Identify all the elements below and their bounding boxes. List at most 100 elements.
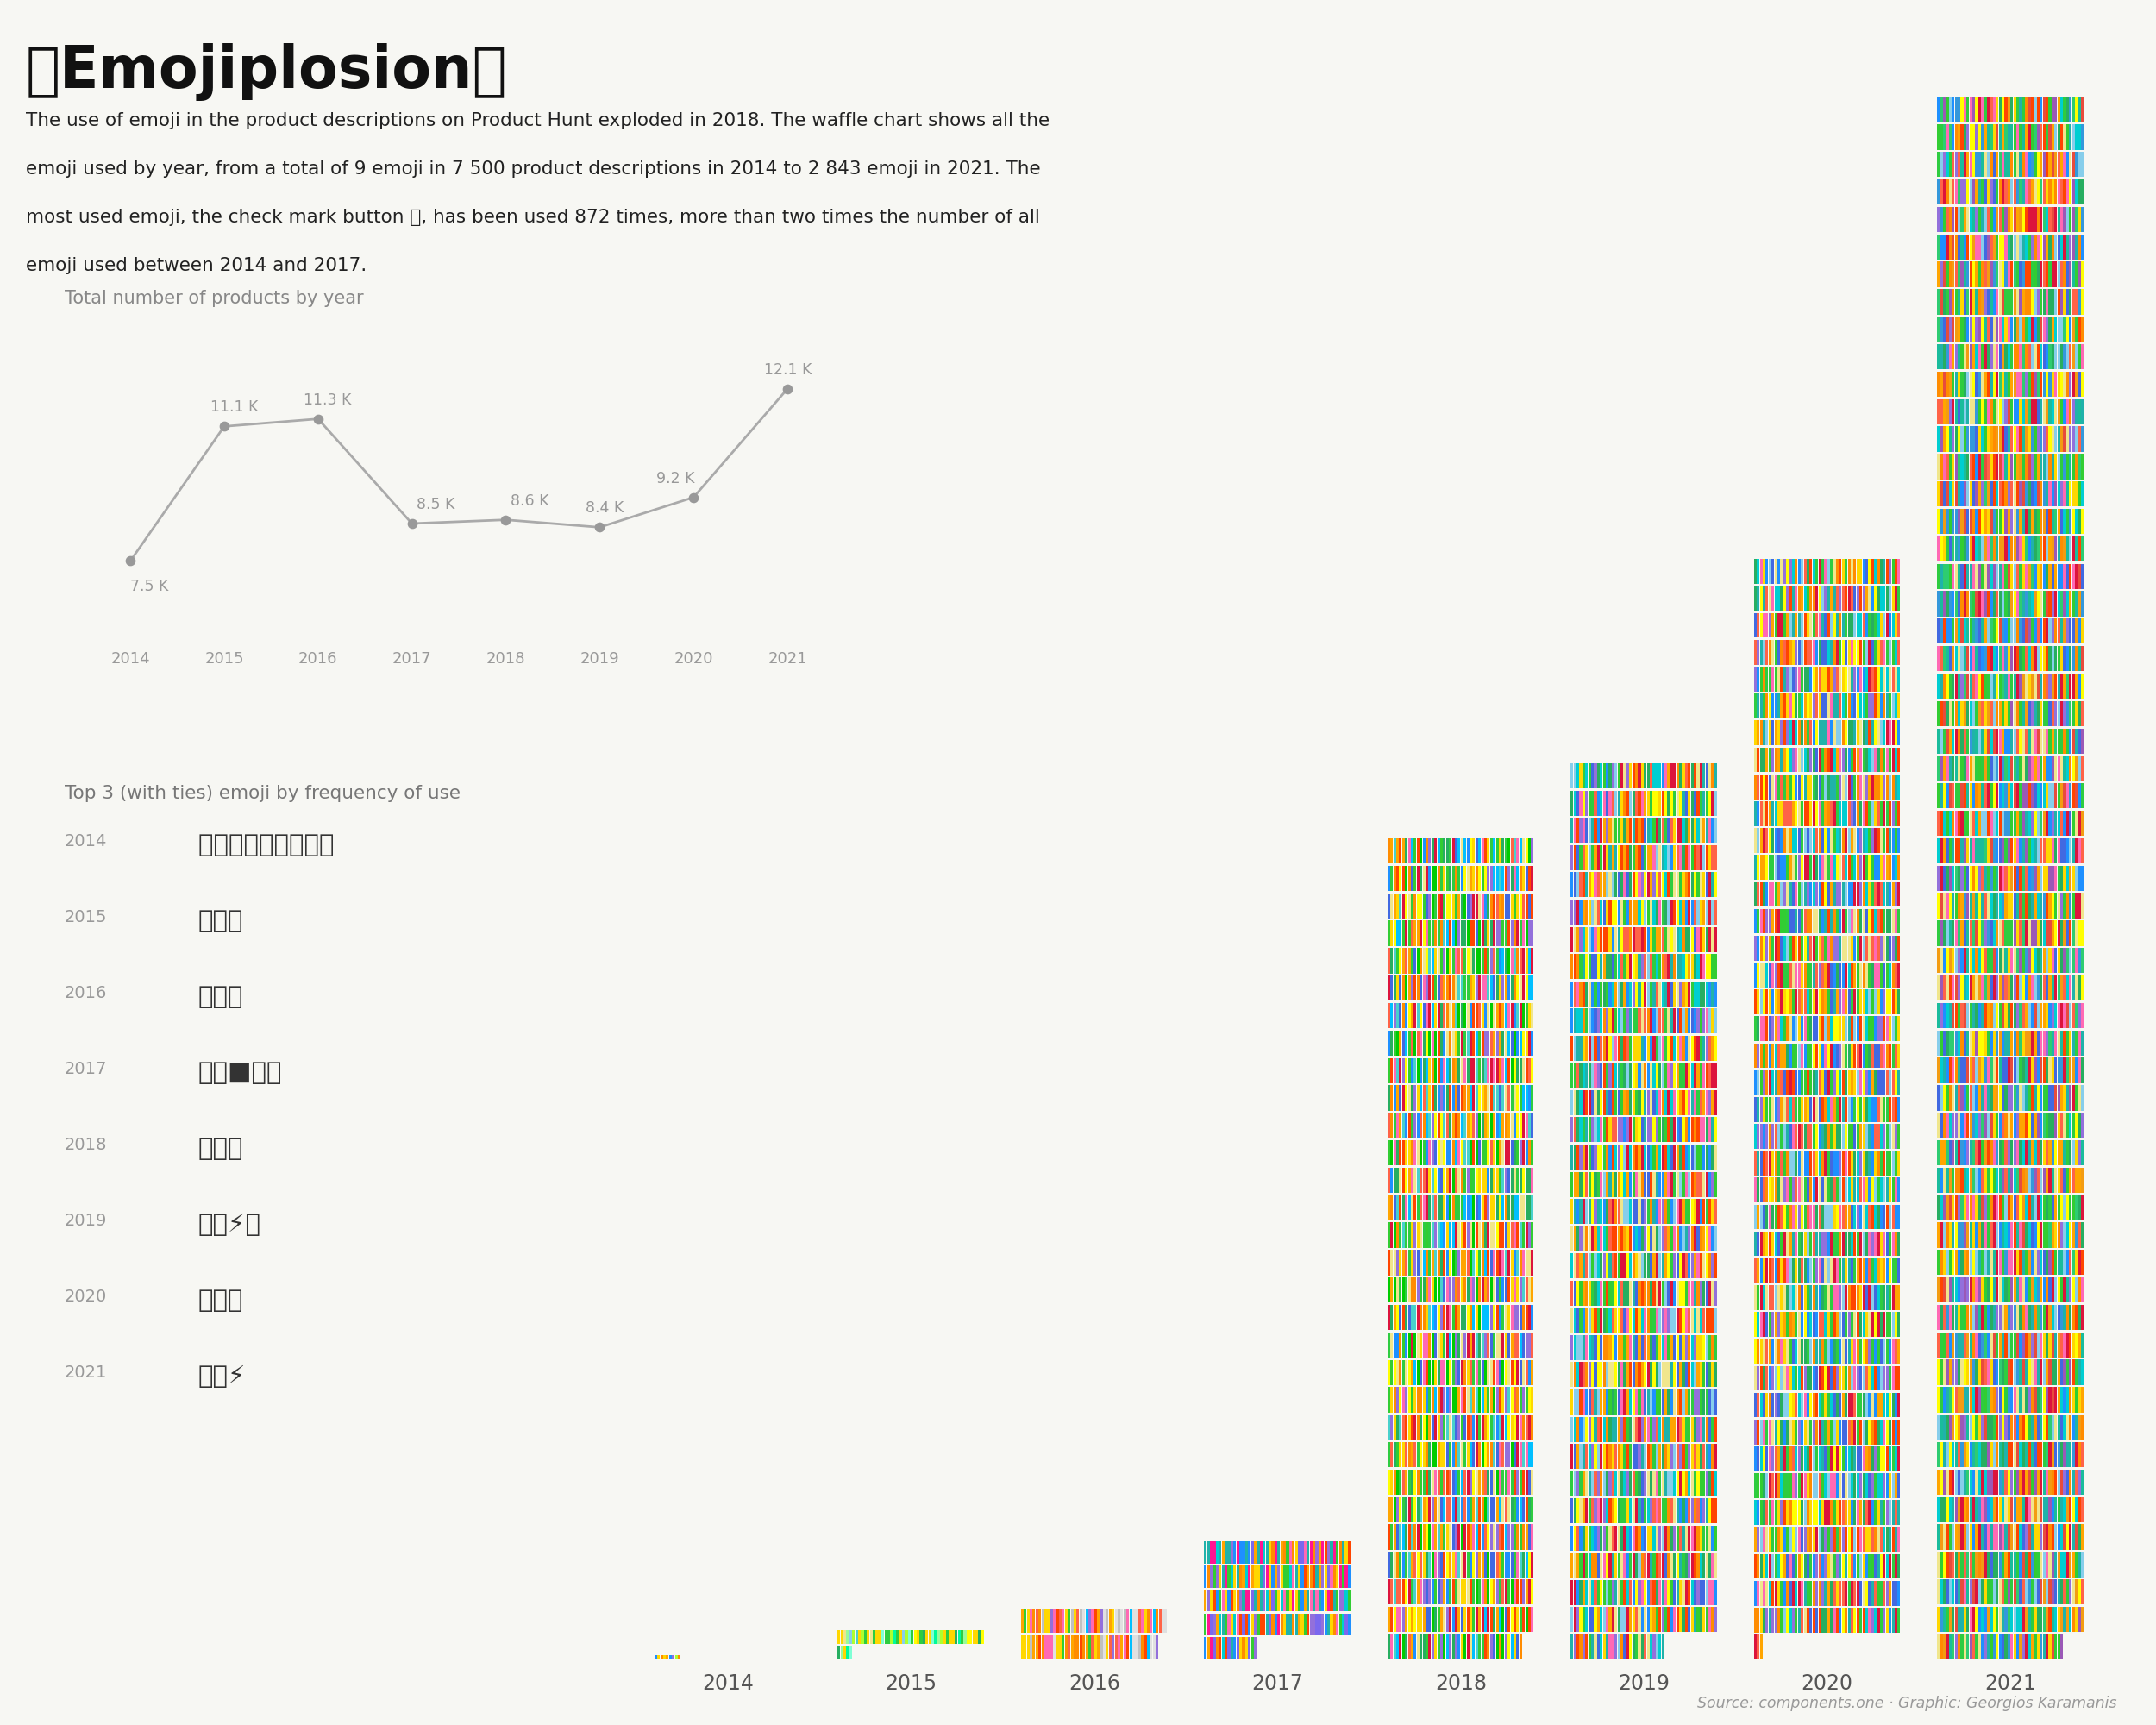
Bar: [1507, 1525, 1511, 1549]
Bar: [1490, 894, 1492, 918]
Bar: [1649, 1580, 1651, 1604]
Bar: [1479, 1442, 1481, 1468]
Bar: [1764, 640, 1766, 664]
Bar: [1263, 1613, 1266, 1635]
Bar: [1958, 975, 1960, 1000]
Bar: [2081, 647, 2083, 671]
Bar: [1854, 990, 1856, 1014]
Bar: [1589, 1634, 1591, 1659]
Bar: [1815, 1178, 1818, 1202]
Bar: [1990, 1113, 1992, 1138]
Bar: [1479, 1497, 1481, 1521]
Bar: [1992, 866, 1996, 890]
Bar: [1606, 1608, 1608, 1632]
Bar: [1940, 317, 1943, 342]
Bar: [1975, 647, 1977, 671]
Bar: [1391, 1442, 1393, 1468]
Bar: [1966, 1278, 1968, 1302]
Bar: [1856, 1501, 1858, 1525]
Bar: [1496, 1113, 1498, 1138]
Bar: [1524, 949, 1529, 973]
Bar: [1621, 1171, 1623, 1197]
Bar: [1056, 1608, 1059, 1634]
Bar: [2042, 1140, 2046, 1166]
Bar: [1984, 756, 1988, 781]
Bar: [2081, 728, 2083, 754]
Bar: [1593, 1308, 1598, 1333]
Bar: [1695, 1063, 1697, 1088]
Bar: [1874, 828, 1878, 852]
Bar: [1503, 1304, 1505, 1330]
Bar: [1529, 1442, 1531, 1468]
Bar: [1960, 1332, 1964, 1358]
Bar: [1388, 921, 1391, 945]
Bar: [856, 1630, 858, 1644]
Bar: [1397, 1497, 1399, 1521]
Bar: [1951, 235, 1955, 259]
Bar: [1451, 1251, 1455, 1275]
Bar: [1488, 1634, 1490, 1659]
Bar: [1805, 1527, 1807, 1552]
Bar: [1955, 1140, 1958, 1166]
Text: ✅🚀🔥: ✅🚀🔥: [198, 1137, 244, 1161]
Bar: [1662, 1389, 1664, 1414]
Bar: [1048, 1635, 1050, 1659]
Bar: [1613, 926, 1615, 952]
Bar: [1880, 1125, 1882, 1149]
Bar: [1818, 1178, 1822, 1202]
Bar: [2022, 343, 2024, 369]
Bar: [1505, 838, 1507, 864]
Bar: [1979, 811, 1981, 837]
Bar: [1531, 1304, 1533, 1330]
Bar: [2001, 290, 2005, 314]
Bar: [1529, 1497, 1531, 1521]
Bar: [1259, 1613, 1263, 1635]
Bar: [1966, 1580, 1968, 1604]
Bar: [1712, 1171, 1714, 1197]
Bar: [1623, 1199, 1626, 1225]
Bar: [1850, 640, 1854, 664]
Bar: [1410, 866, 1414, 892]
Bar: [2081, 1085, 2083, 1111]
Bar: [1414, 1168, 1416, 1194]
Bar: [1662, 790, 1664, 816]
Bar: [1496, 1332, 1498, 1358]
Bar: [2070, 426, 2072, 452]
Bar: [1688, 790, 1690, 816]
Bar: [2063, 1442, 2065, 1468]
Bar: [1958, 1442, 1960, 1468]
Bar: [1608, 1363, 1611, 1387]
Bar: [1973, 124, 1975, 150]
Bar: [1345, 1542, 1348, 1563]
Bar: [2014, 290, 2016, 314]
Bar: [1960, 1223, 1964, 1247]
Bar: [1216, 1637, 1218, 1659]
Bar: [1483, 1332, 1488, 1358]
Bar: [1764, 1366, 1766, 1390]
Bar: [1598, 1552, 1600, 1578]
Bar: [1520, 1195, 1522, 1220]
Bar: [1798, 612, 1800, 638]
Bar: [1654, 1090, 1656, 1114]
Bar: [1481, 1606, 1483, 1632]
Bar: [1815, 828, 1818, 852]
Bar: [1522, 1251, 1524, 1275]
Bar: [2072, 811, 2074, 837]
Bar: [1968, 1140, 1973, 1166]
Bar: [1680, 982, 1682, 1006]
Bar: [1039, 1635, 1041, 1659]
Bar: [1975, 317, 1977, 342]
Bar: [1981, 179, 1984, 205]
Bar: [1593, 1552, 1598, 1578]
Bar: [1712, 1280, 1714, 1306]
Bar: [2072, 426, 2074, 452]
Bar: [2022, 1304, 2024, 1330]
Bar: [1388, 1223, 1391, 1247]
Bar: [1781, 1204, 1783, 1230]
Bar: [2072, 783, 2074, 809]
Bar: [1781, 828, 1783, 852]
Bar: [1606, 1226, 1608, 1251]
Bar: [1968, 398, 1973, 424]
Bar: [1708, 1580, 1712, 1604]
Bar: [1708, 1416, 1712, 1442]
